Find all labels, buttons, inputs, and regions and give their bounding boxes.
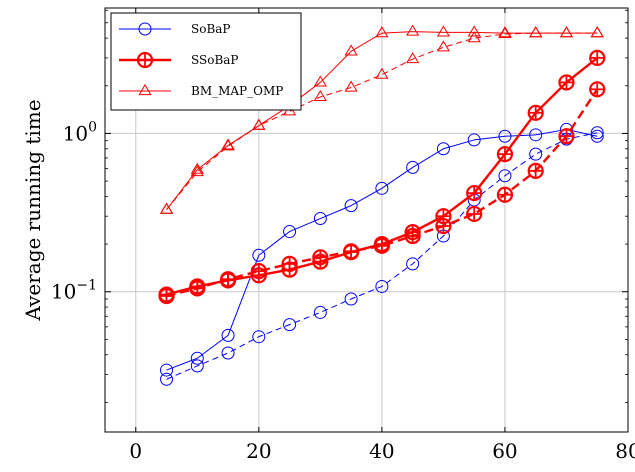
series-line <box>166 88 599 298</box>
y-tick-label: 10−1 <box>51 278 97 304</box>
data-point <box>221 346 235 360</box>
data-point <box>313 75 327 87</box>
data-point <box>313 212 327 226</box>
data-point <box>590 26 604 38</box>
data-point <box>467 31 481 43</box>
data-point <box>436 25 450 37</box>
legend-label: BM_MAP_OMP <box>191 84 283 98</box>
series-line <box>166 128 598 371</box>
legend-label: SoBaP <box>191 22 231 36</box>
y-tick-label: 100 <box>63 119 97 145</box>
series-sobap <box>160 122 604 377</box>
data-point <box>252 248 266 262</box>
data-point <box>313 89 327 102</box>
data-point <box>283 318 297 332</box>
legend-item: SoBaP <box>119 22 231 36</box>
series-layer <box>158 24 606 386</box>
data-point <box>138 22 152 36</box>
data-point <box>344 292 358 306</box>
data-point <box>190 359 204 373</box>
axis-ticks: 0 20 40 60 80 10−1 100 <box>51 8 635 463</box>
legend-item: SSoBaP <box>119 51 239 69</box>
data-point <box>375 67 389 79</box>
series-unnamed-3 <box>158 81 606 305</box>
legend-item: BM_MAP_OMP <box>119 84 283 98</box>
y-axis-label: Average running time <box>21 99 45 321</box>
data-point <box>160 363 174 377</box>
data-point <box>590 126 604 140</box>
data-point <box>138 84 152 96</box>
data-point <box>160 372 174 386</box>
data-point <box>344 80 358 92</box>
data-point <box>190 165 204 177</box>
data-point <box>344 199 358 213</box>
data-point <box>498 169 512 183</box>
data-point <box>529 26 543 38</box>
data-point <box>467 25 481 37</box>
data-point <box>252 118 266 130</box>
data-point <box>436 142 450 156</box>
data-point <box>498 129 512 143</box>
legend-label: SSoBaP <box>191 53 239 67</box>
data-point <box>406 257 420 271</box>
data-point <box>529 128 543 142</box>
legend: SoBaP SSoBaP BM_MAP_OMP <box>110 12 302 111</box>
data-point <box>375 26 389 38</box>
x-tick-label: 0 <box>129 439 142 463</box>
data-point <box>406 160 420 174</box>
data-point <box>190 162 204 174</box>
series-line <box>166 32 598 210</box>
plot-frame <box>104 7 629 433</box>
data-point <box>159 202 174 214</box>
data-point <box>221 328 235 342</box>
data-point <box>498 26 512 39</box>
x-tick-label: 20 <box>246 439 271 463</box>
data-point <box>406 24 420 36</box>
x-tick-label: 60 <box>492 439 517 463</box>
data-point <box>221 139 235 151</box>
data-point <box>344 44 358 56</box>
data-point <box>559 26 574 38</box>
data-point <box>436 40 450 52</box>
data-point <box>375 279 389 293</box>
x-tick-label: 40 <box>369 439 394 463</box>
x-tick-label: 80 <box>615 439 635 463</box>
data-point <box>467 133 481 147</box>
data-point <box>559 26 574 38</box>
data-point <box>529 26 543 38</box>
data-point <box>313 305 327 319</box>
data-point <box>406 52 420 64</box>
data-point <box>283 225 297 239</box>
series-line <box>166 132 598 380</box>
data-point <box>375 181 389 195</box>
data-point <box>190 351 204 365</box>
data-point <box>590 26 604 38</box>
data-point <box>529 147 543 161</box>
series-unnamed-5 <box>159 26 604 214</box>
data-point <box>252 330 266 344</box>
data-point <box>590 129 604 143</box>
